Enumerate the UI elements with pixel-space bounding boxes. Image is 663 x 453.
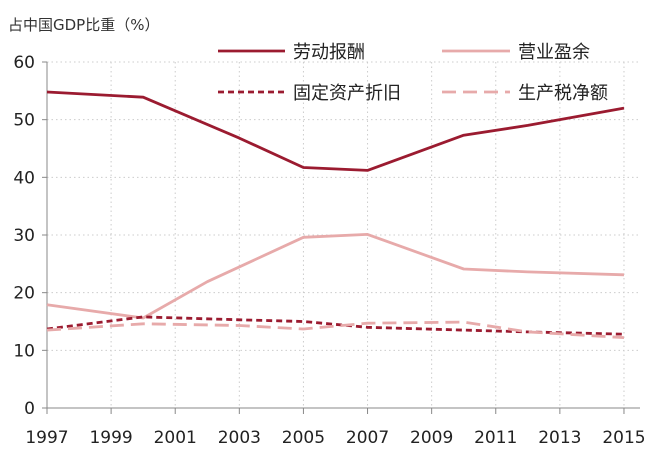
y-tick-label: 0 bbox=[24, 399, 35, 419]
series-line-3 bbox=[46, 320, 625, 339]
y-tick-labels: 0 10 20 30 40 50 60 bbox=[13, 53, 35, 419]
x-tick-labels: 1997 1999 2001 2003 2005 2007 2009 2011 2013 2015 bbox=[25, 428, 645, 448]
y-tick-label: 10 bbox=[13, 341, 35, 361]
x-tick-label: 1997 bbox=[25, 428, 68, 448]
legend-label-0: 劳动报酬 bbox=[293, 42, 365, 63]
x-tick-label: 2001 bbox=[154, 428, 197, 448]
y-tick-label: 30 bbox=[13, 226, 35, 246]
y-tick-label: 20 bbox=[13, 284, 35, 304]
x-tick-label: 1999 bbox=[89, 428, 132, 448]
x-tick-label: 2013 bbox=[538, 428, 581, 448]
y-tick-label: 40 bbox=[13, 168, 35, 188]
x-tick-label: 2015 bbox=[602, 428, 645, 448]
y-axis-label: 占中国GDP比重（%） bbox=[8, 16, 159, 34]
legend-label-1: 营业盈余 bbox=[518, 42, 590, 63]
series-lines bbox=[46, 90, 625, 339]
x-tick-label: 2007 bbox=[346, 428, 389, 448]
x-tick-label: 2003 bbox=[218, 428, 261, 448]
legend-label-3: 生产税净额 bbox=[518, 83, 608, 104]
axes bbox=[42, 61, 640, 414]
series-line-0 bbox=[46, 90, 625, 172]
x-tick-label: 2009 bbox=[410, 428, 453, 448]
series-line-1 bbox=[46, 232, 625, 320]
y-tick-label: 60 bbox=[13, 53, 35, 73]
grid bbox=[47, 61, 640, 408]
y-tick-label: 50 bbox=[13, 111, 35, 131]
x-tick-label: 2005 bbox=[282, 428, 325, 448]
x-tick-label: 2011 bbox=[474, 428, 517, 448]
legend-label-2: 固定资产折旧 bbox=[293, 83, 401, 104]
